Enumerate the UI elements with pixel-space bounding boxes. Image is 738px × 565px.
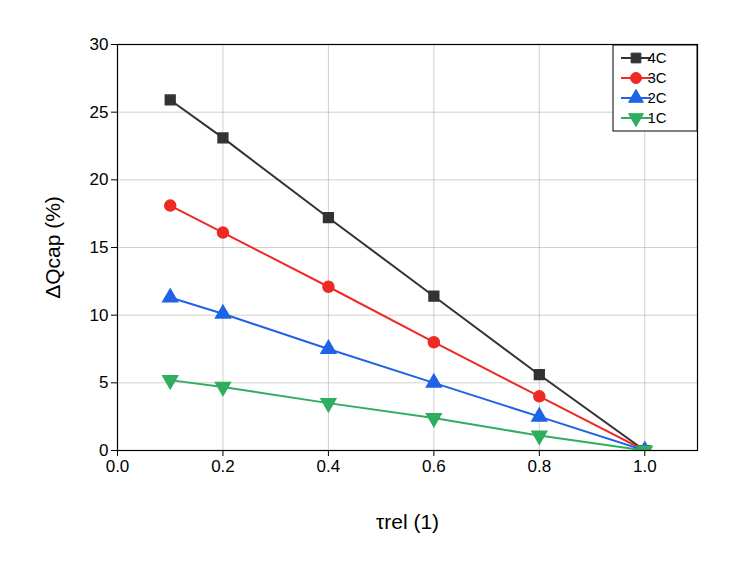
svg-text:10: 10 — [90, 306, 109, 325]
svg-text:0.2: 0.2 — [211, 457, 235, 476]
svg-text:15: 15 — [90, 238, 109, 257]
svg-text:1C: 1C — [647, 109, 666, 126]
svg-text:0.8: 0.8 — [527, 457, 551, 476]
svg-text:0.0: 0.0 — [106, 457, 130, 476]
svg-text:5: 5 — [99, 373, 108, 392]
svg-text:ΔQcap (%): ΔQcap (%) — [41, 196, 64, 299]
svg-text:4C: 4C — [647, 49, 666, 66]
svg-text:0.4: 0.4 — [317, 457, 341, 476]
svg-text:1.0: 1.0 — [633, 457, 657, 476]
svg-text:30: 30 — [90, 35, 109, 54]
svg-text:20: 20 — [90, 170, 109, 189]
svg-text:0: 0 — [99, 440, 109, 460]
svg-text:3C: 3C — [647, 69, 666, 86]
svg-text:τrel (1): τrel (1) — [376, 510, 439, 533]
svg-text:25: 25 — [90, 103, 109, 122]
svg-text:0.6: 0.6 — [422, 457, 446, 476]
svg-text:2C: 2C — [647, 89, 666, 106]
